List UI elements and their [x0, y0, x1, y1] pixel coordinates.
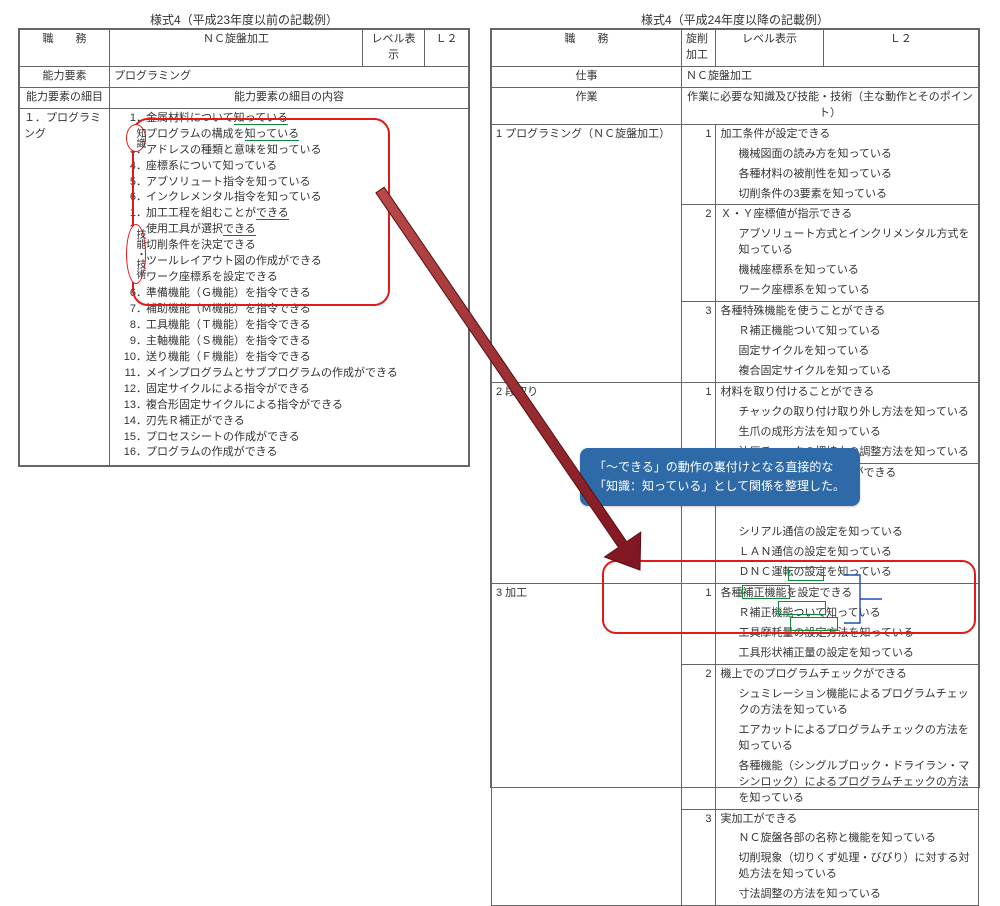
- blue-callout: 「〜できる」の動作の裏付けとなる直接的な 「知識：知っている」として関係を整理し…: [580, 448, 860, 506]
- group-number: 1: [681, 124, 716, 205]
- r-level: Ｌ２: [823, 30, 978, 67]
- left-item: 1．加工工程を組むことができる: [114, 206, 464, 222]
- group-head: Ｘ・Ｙ座標値が指示できる: [716, 205, 979, 225]
- hdr-elem-label: 能力要素: [20, 66, 110, 87]
- group-head: 各種特殊機能を使うことができる: [716, 302, 979, 322]
- group-item: シリアル通信の設定を知っている: [716, 523, 979, 543]
- group-item: ＬＡＮ通信の設定を知っている: [716, 543, 979, 563]
- group-item: アブソリュート方式とインクリメンタル方式を知っている: [716, 225, 979, 261]
- r-req-label: 作業に必要な知識及び技能・技術（主な動作とそのポイント）: [681, 87, 978, 124]
- group-item: Ｒ補正機能ついて知っている: [716, 322, 979, 342]
- group-item: ＮＣ旋盤各部の名称と機能を知っている: [716, 829, 979, 849]
- left-item: 5．アブソリュート指令を知っている: [114, 175, 464, 191]
- chishiki-text: 知識: [134, 128, 145, 148]
- group-head: 加工条件が設定できる: [716, 124, 979, 144]
- group-number: 3: [681, 809, 716, 906]
- r-level-label: レベル表示: [716, 30, 823, 67]
- left-item: 12．固定サイクルによる指令ができる: [114, 382, 464, 398]
- left-item: 5．ワーク座標系を設定できる: [114, 270, 464, 286]
- left-item: 16．プログラムの作成ができる: [114, 445, 464, 461]
- group-item: 生爪の成形方法を知っている: [716, 423, 979, 443]
- group-item: 工具形状補正量の設定を知っている: [716, 644, 979, 664]
- left-item: 9．主軸機能（Ｓ機能）を指令できる: [114, 334, 464, 350]
- section-category: 1 プログラミング（ＮＣ旋盤加工）: [492, 124, 682, 382]
- left-item: 4．ツールレイアウト図の作成ができる: [114, 254, 464, 270]
- r-task-label: 作業: [492, 87, 682, 124]
- left-item: 15．プロセスシートの作成ができる: [114, 430, 464, 446]
- right-title: 様式4（平成24年度以降の記載例）: [491, 11, 979, 28]
- left-item: 14．刃先Ｒ補正ができる: [114, 414, 464, 430]
- r-work: ＮＣ旋盤加工: [681, 66, 978, 87]
- left-title: 様式4（平成23年度以前の記載例）: [19, 11, 469, 28]
- hdr-content-label: 能力要素の細目の内容: [110, 87, 469, 108]
- group-number: 2: [681, 665, 716, 810]
- left-item: 7．補助機能（Ｍ機能）を指令できる: [114, 302, 464, 318]
- hdr-level-label: レベル表示: [363, 30, 425, 67]
- group-item: ＤＮＣ運転の設定を知っている: [716, 563, 979, 583]
- group-item: [716, 504, 979, 524]
- group-head: 機上でのプログラムチェックができる: [716, 665, 979, 685]
- group-item: 機械図面の読み方を知っている: [716, 145, 979, 165]
- left-item: 2．使用工具が選択できる: [114, 222, 464, 238]
- group-item: ワーク座標系を知っている: [716, 281, 979, 301]
- hdr-elem: プログラミング: [110, 66, 469, 87]
- group-number: 2: [681, 205, 716, 302]
- group-item: 各種機能（シングルブロック・ドライラン・マシンロック）によるプログラムチェックの…: [716, 757, 979, 809]
- chishiki-badge: 知識: [126, 124, 146, 152]
- group-head: 各種補正機能を設定できる: [716, 584, 979, 604]
- left-item: 2．プログラムの構成を知っている: [114, 127, 464, 143]
- left-item: 10．送り機能（Ｆ機能）を指令できる: [114, 350, 464, 366]
- right-panel: 様式4（平成24年度以降の記載例） 職 務 旋削加工 レベル表示 Ｌ２ 仕事 Ｎ…: [490, 28, 980, 788]
- group-item: Ｒ補正機能ついて知っている: [716, 604, 979, 624]
- group-item: 切削条件の3要素を知っている: [716, 185, 979, 205]
- r-work-label: 仕事: [492, 66, 682, 87]
- group-head: 材料を取り付けることができる: [716, 382, 979, 402]
- group-item: 工具摩耗量の設定方法を知っている: [716, 624, 979, 644]
- group-item: エアカットによるプログラムチェックの方法を知っている: [716, 721, 979, 757]
- left-body-cell: 1．金属材料について知っている2．プログラムの構成を知っている3．アドレスの種類…: [110, 108, 469, 466]
- left-table: 職 務 ＮＣ旋盤加工 レベル表示 Ｌ２ 能力要素 プログラミング 能力要素の細目…: [19, 29, 469, 466]
- hdr-duty-label: 職 務: [20, 30, 110, 67]
- group-item: 各種材料の被削性を知っている: [716, 165, 979, 185]
- left-item: 11．メインプログラムとサブプログラムの作成ができる: [114, 366, 464, 382]
- left-item: 1．金属材料について知っている: [114, 111, 464, 127]
- hdr-level: Ｌ２: [425, 30, 469, 67]
- group-item: チャックの取り付け取り外し方法を知っている: [716, 403, 979, 423]
- group-number: 1: [681, 584, 716, 665]
- left-item: 6．インクレメンタル指令を知っている: [114, 190, 464, 206]
- group-item: シュミレーション機能によるプログラムチェックの方法を知っている: [716, 685, 979, 721]
- hdr-detail-label: 能力要素の細目: [20, 87, 110, 108]
- r-duty-label: 職 務: [492, 30, 682, 67]
- group-number: 3: [681, 302, 716, 383]
- group-item: 複合固定サイクルを知っている: [716, 362, 979, 382]
- group-item: 機械座標系を知っている: [716, 261, 979, 281]
- group-head: 実加工ができる: [716, 809, 979, 829]
- left-panel: 様式4（平成23年度以前の記載例） 職 務 ＮＣ旋盤加工 レベル表示 Ｌ２ 能力…: [18, 28, 470, 467]
- left-item: 4．座標系について知っている: [114, 159, 464, 175]
- left-item: 8．工具機能（Ｔ機能）を指令できる: [114, 318, 464, 334]
- left-item: 3．アドレスの種類と意味を知っている: [114, 143, 464, 159]
- ginou-text: 技能・技術: [134, 229, 145, 279]
- section-category: 3 加工: [492, 584, 682, 906]
- group-item: 固定サイクルを知っている: [716, 342, 979, 362]
- hdr-course: ＮＣ旋盤加工: [110, 30, 363, 67]
- callout-line2: 「知識：知っている」として関係を整理した。: [594, 477, 846, 496]
- group-item: 切削現象（切りくず処理・びびり）に対する対処方法を知っている: [716, 849, 979, 885]
- r-course: 旋削加工: [681, 30, 716, 67]
- ginou-badge: 技能・技術: [126, 224, 146, 284]
- group-item: 寸法調整の方法を知っている: [716, 885, 979, 905]
- row-category: １．プログラミング: [20, 108, 110, 466]
- callout-line1: 「〜できる」の動作の裏付けとなる直接的な: [594, 458, 846, 477]
- left-item: 6．準備機能（Ｇ機能）を指令できる: [114, 286, 464, 302]
- left-item: 13．複合形固定サイクルによる指令ができる: [114, 398, 464, 414]
- left-item: 3．切削条件を決定できる: [114, 238, 464, 254]
